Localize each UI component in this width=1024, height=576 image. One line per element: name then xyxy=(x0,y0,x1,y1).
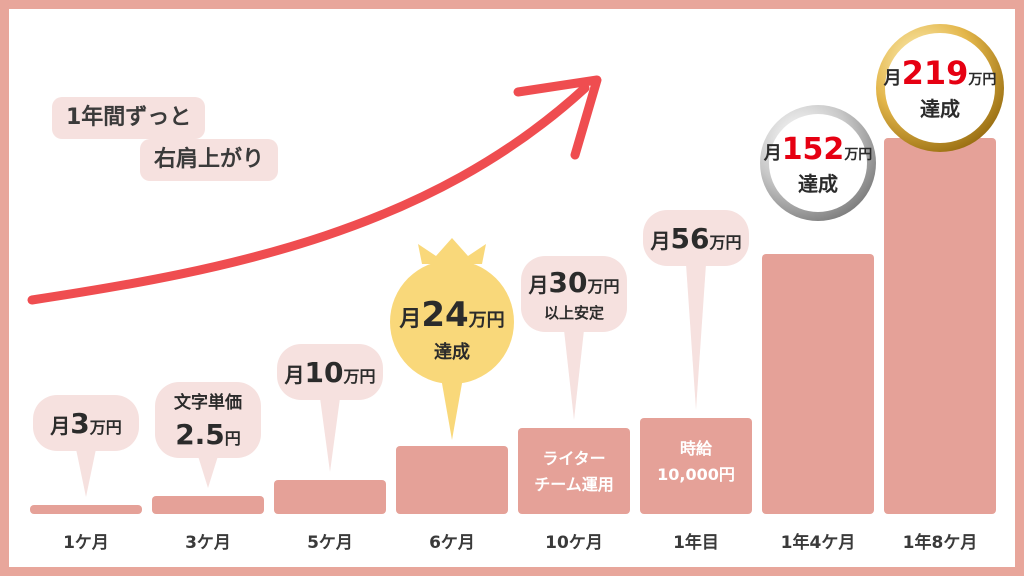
category-label: 1年4ケ月 xyxy=(781,532,856,553)
bar-4 xyxy=(396,446,508,514)
bar-3 xyxy=(274,480,386,514)
value-label: 月219万円 xyxy=(883,54,997,92)
bar-1 xyxy=(30,505,142,514)
bubble-tail xyxy=(686,264,706,410)
bar-7 xyxy=(762,254,874,514)
annotation-2: 文字単価 2.5円 xyxy=(155,382,261,488)
bar-text: 10,000円 xyxy=(657,465,735,484)
bar-6 xyxy=(640,418,752,514)
speech-bubble xyxy=(521,256,627,332)
bubble-tail xyxy=(440,372,464,440)
category-label: 3ケ月 xyxy=(185,533,231,553)
note-label: 達成 xyxy=(920,97,960,121)
bubble-tail xyxy=(76,449,96,497)
value-label: 月56万円 xyxy=(650,222,742,255)
growth-tag-line2: 右肩上がり xyxy=(140,139,279,181)
category-label: 5ケ月 xyxy=(307,533,353,553)
speech-bubble xyxy=(155,382,261,458)
note-label: 達成 xyxy=(434,341,470,363)
bar-2 xyxy=(152,496,264,514)
crown-icon xyxy=(418,238,486,264)
category-label: 10ケ月 xyxy=(545,533,603,553)
note-label: 以上安定 xyxy=(544,304,604,322)
bubble-tail xyxy=(198,456,218,488)
value-label: 月10万円 xyxy=(284,356,376,389)
note-label: 達成 xyxy=(798,172,838,196)
bubble-tail xyxy=(564,330,584,420)
annotation-6: 月56万円 xyxy=(643,210,749,410)
category-label: 1年8ケ月 xyxy=(903,532,978,553)
bar-text: ライター xyxy=(542,449,605,468)
annotation-3: 月10万円 xyxy=(277,344,383,472)
growth-arrow xyxy=(27,75,602,305)
annotations: 月3万円文字単価2.5円月10万円月24万円達成月30万円以上安定月56万円月1… xyxy=(33,24,1004,497)
bar-text: 時給 xyxy=(680,439,713,458)
value-label: 月152万円 xyxy=(763,132,873,167)
arrow-shaft xyxy=(27,83,590,305)
category-label: 1年目 xyxy=(673,532,719,553)
category-label: 1ケ月 xyxy=(63,533,109,553)
bubble-tail xyxy=(320,398,340,472)
category-labels: 1ケ月 3ケ月 5ケ月 6ケ月 10ケ月 1年目 1年4ケ月 1年8ケ月 xyxy=(63,532,977,553)
value-label: 月24万円 xyxy=(398,295,504,335)
growth-tag-line1: 1年間ずっと xyxy=(52,97,206,139)
medal-inner xyxy=(769,114,867,212)
note-label: 文字単価 xyxy=(174,392,242,413)
speech-bubble xyxy=(33,395,139,451)
bar-5 xyxy=(518,428,630,514)
medal-inner xyxy=(885,33,995,143)
speech-bubble xyxy=(277,344,383,400)
value-label: 月30万円 xyxy=(528,266,620,299)
category-label: 6ケ月 xyxy=(429,533,475,553)
arrow-head xyxy=(513,75,602,160)
value-label: 月3万円 xyxy=(49,407,122,440)
gold-bubble xyxy=(390,260,514,384)
speech-bubble xyxy=(643,210,749,266)
bar-8 xyxy=(884,138,996,514)
bar-text: チーム運用 xyxy=(534,475,614,494)
annotation-1: 月3万円 xyxy=(33,395,139,497)
value-label: 2.5円 xyxy=(175,418,241,451)
